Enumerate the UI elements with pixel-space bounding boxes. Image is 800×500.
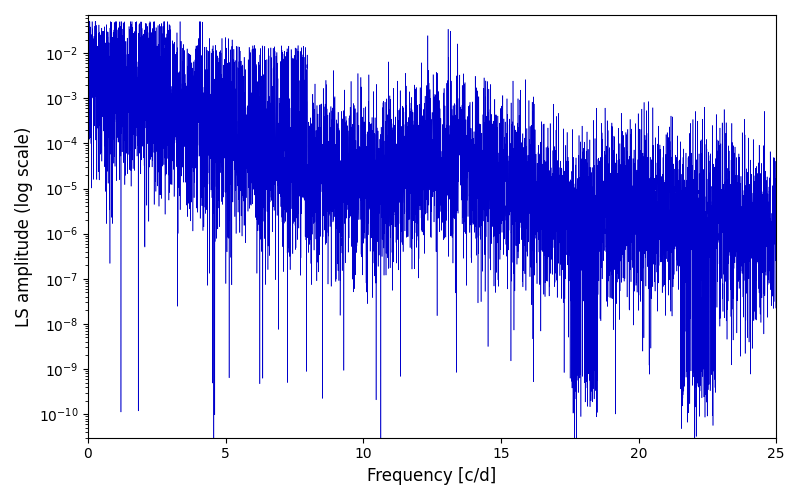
Y-axis label: LS amplitude (log scale): LS amplitude (log scale) <box>15 126 33 326</box>
X-axis label: Frequency [c/d]: Frequency [c/d] <box>367 467 497 485</box>
